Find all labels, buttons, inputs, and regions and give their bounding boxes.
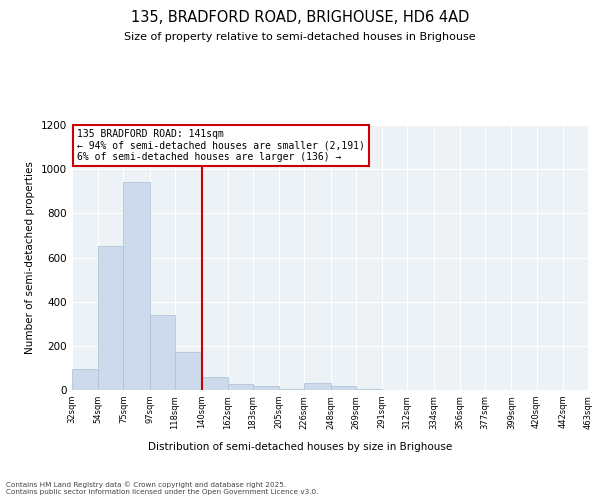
Bar [227, 384, 253, 390]
Text: Size of property relative to semi-detached houses in Brighouse: Size of property relative to semi-detach… [124, 32, 476, 42]
Text: 135 BRADFORD ROAD: 141sqm
← 94% of semi-detached houses are smaller (2,191)
6% o: 135 BRADFORD ROAD: 141sqm ← 94% of semi-… [77, 129, 365, 162]
Y-axis label: Number of semi-detached properties: Number of semi-detached properties [25, 161, 35, 354]
Bar [253, 386, 279, 390]
Bar [150, 315, 175, 390]
Text: 135, BRADFORD ROAD, BRIGHOUSE, HD6 4AD: 135, BRADFORD ROAD, BRIGHOUSE, HD6 4AD [131, 10, 469, 25]
Text: Distribution of semi-detached houses by size in Brighouse: Distribution of semi-detached houses by … [148, 442, 452, 452]
Bar [331, 386, 356, 390]
Bar [98, 246, 124, 390]
Bar [201, 377, 227, 390]
Bar [175, 352, 201, 390]
Bar [304, 384, 331, 390]
Bar [72, 369, 98, 390]
Bar [279, 389, 304, 390]
Bar [124, 182, 150, 390]
Text: Contains HM Land Registry data © Crown copyright and database right 2025.
Contai: Contains HM Land Registry data © Crown c… [6, 482, 319, 495]
Bar [356, 389, 382, 390]
